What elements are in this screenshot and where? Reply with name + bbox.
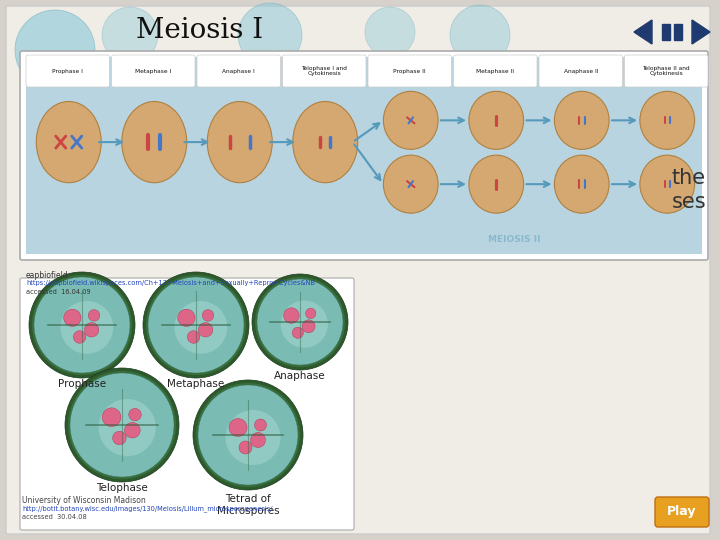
Text: the: the [672, 168, 706, 188]
FancyBboxPatch shape [20, 51, 708, 260]
Circle shape [174, 301, 228, 354]
Circle shape [229, 418, 247, 436]
Circle shape [68, 371, 176, 479]
Text: Anaphase II: Anaphase II [564, 69, 598, 73]
Circle shape [125, 422, 140, 438]
Circle shape [251, 433, 266, 448]
Text: MEIOSIS II: MEIOSIS II [488, 235, 541, 245]
Circle shape [15, 10, 95, 90]
Circle shape [199, 322, 213, 337]
Text: http://botit.botany.wisc.edu/images/130/Meiosis/Lilium_microsporogenesis/: http://botit.botany.wisc.edu/images/130/… [22, 505, 272, 512]
Circle shape [292, 327, 303, 339]
FancyBboxPatch shape [20, 278, 354, 530]
FancyBboxPatch shape [368, 55, 451, 87]
Text: eapbiofield: eapbiofield [26, 271, 68, 280]
Circle shape [129, 408, 141, 421]
Ellipse shape [383, 155, 438, 213]
Ellipse shape [207, 102, 272, 183]
Text: Telophase I and
Cytokinesis: Telophase I and Cytokinesis [301, 65, 347, 76]
Circle shape [70, 373, 174, 477]
Circle shape [60, 301, 113, 354]
Text: Telophase II and
Cytokinesis: Telophase II and Cytokinesis [642, 65, 690, 76]
Circle shape [64, 309, 81, 327]
Circle shape [193, 380, 303, 490]
Circle shape [112, 431, 126, 445]
Circle shape [225, 410, 281, 465]
Circle shape [187, 331, 200, 343]
FancyBboxPatch shape [539, 55, 623, 87]
Ellipse shape [36, 102, 102, 183]
Circle shape [146, 275, 246, 375]
Circle shape [32, 275, 132, 375]
Ellipse shape [640, 155, 695, 213]
Ellipse shape [554, 91, 609, 150]
Circle shape [89, 309, 100, 321]
Ellipse shape [383, 91, 438, 150]
Circle shape [238, 3, 302, 67]
Ellipse shape [122, 102, 186, 183]
Ellipse shape [640, 91, 695, 150]
Circle shape [365, 7, 415, 57]
Ellipse shape [293, 102, 358, 183]
FancyBboxPatch shape [197, 55, 281, 87]
Circle shape [196, 383, 300, 487]
Text: Prophase: Prophase [58, 379, 106, 389]
Circle shape [252, 274, 348, 370]
Circle shape [254, 419, 266, 431]
Ellipse shape [554, 155, 609, 213]
FancyBboxPatch shape [655, 497, 709, 527]
Circle shape [29, 272, 135, 378]
Polygon shape [692, 20, 710, 44]
Text: Metaphase I: Metaphase I [135, 69, 171, 73]
Circle shape [143, 272, 249, 378]
Text: Tetrad of
Microspores: Tetrad of Microspores [217, 494, 279, 516]
FancyBboxPatch shape [282, 55, 366, 87]
Circle shape [239, 441, 252, 454]
FancyBboxPatch shape [624, 55, 708, 87]
FancyBboxPatch shape [454, 55, 537, 87]
Circle shape [257, 279, 343, 365]
FancyBboxPatch shape [26, 55, 109, 87]
Text: Meiosis I: Meiosis I [136, 17, 264, 44]
Text: Play: Play [667, 505, 697, 518]
Text: Telophase: Telophase [96, 483, 148, 493]
Text: https://eapbiofield.wikispaces.com/Ch+13+Meiosis+and+Sexually+Repro+Cycles&NB: https://eapbiofield.wikispaces.com/Ch+13… [26, 280, 315, 286]
Bar [674, 24, 682, 40]
Circle shape [305, 308, 316, 319]
Ellipse shape [469, 91, 523, 150]
Circle shape [102, 408, 121, 427]
Text: Metaphase II: Metaphase II [476, 69, 514, 73]
Circle shape [34, 277, 130, 373]
Circle shape [302, 320, 315, 333]
Circle shape [84, 322, 99, 337]
Circle shape [198, 385, 298, 485]
Text: accessed  30.04.08: accessed 30.04.08 [22, 514, 86, 520]
Circle shape [65, 368, 179, 482]
Text: Prophase II: Prophase II [393, 69, 426, 73]
FancyBboxPatch shape [112, 55, 195, 87]
Polygon shape [634, 20, 652, 44]
FancyBboxPatch shape [6, 6, 710, 534]
Ellipse shape [469, 155, 523, 213]
Circle shape [281, 300, 328, 348]
Circle shape [99, 399, 156, 456]
Text: Prophase I: Prophase I [53, 69, 84, 73]
Circle shape [202, 309, 214, 321]
Text: ses: ses [671, 192, 706, 212]
Text: Anaphase: Anaphase [274, 371, 326, 381]
Text: Metaphase: Metaphase [167, 379, 225, 389]
Circle shape [73, 331, 86, 343]
Circle shape [148, 277, 244, 373]
Circle shape [178, 309, 195, 327]
Bar [662, 24, 670, 40]
Bar [26, 57, 702, 254]
Text: accessed  16.04.09: accessed 16.04.09 [26, 289, 91, 295]
Circle shape [284, 308, 299, 323]
Text: Anaphase I: Anaphase I [222, 69, 255, 73]
Circle shape [450, 5, 510, 65]
Text: University of Wisconsin Madison: University of Wisconsin Madison [22, 496, 145, 505]
Circle shape [255, 277, 345, 367]
Circle shape [102, 7, 158, 63]
